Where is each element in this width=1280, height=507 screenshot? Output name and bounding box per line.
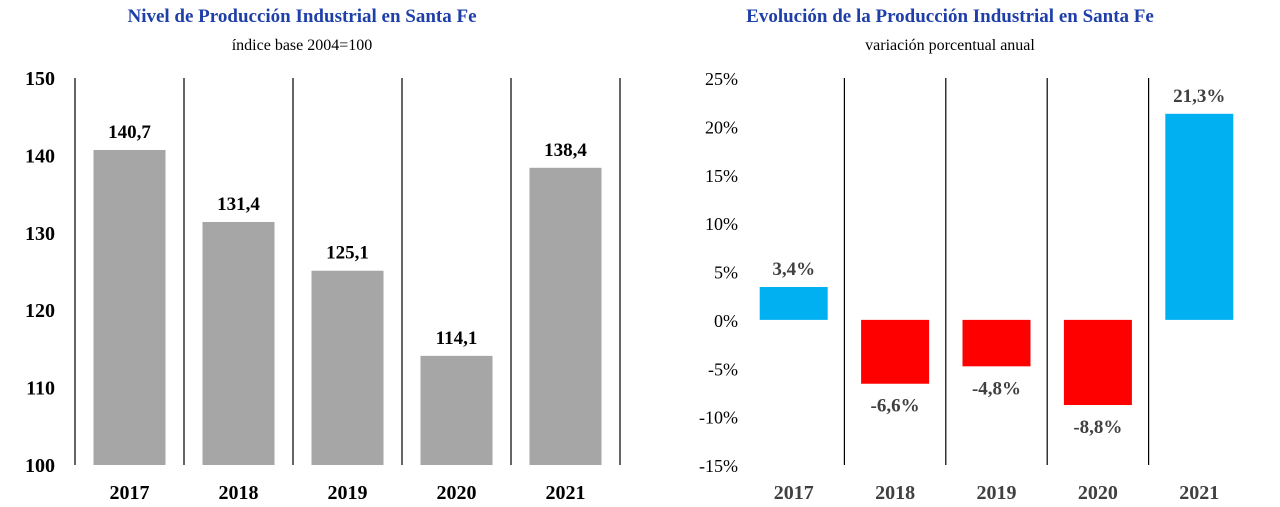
x-tick-label: 2017: [110, 482, 150, 504]
y-tick-label: 120: [25, 300, 55, 322]
bar-2020: [1063, 319, 1132, 406]
y-tick-label: -5%: [708, 359, 738, 379]
x-tick-label: 2018: [219, 482, 259, 504]
left-chart-plot: 100 110 120 130 140 150 140,7 2017 131,4 2018 125,…: [25, 68, 621, 504]
right-chart-panel: Evolución de la Producción Industrial en…: [640, 0, 1280, 507]
data-label-2021: 21,3%: [1173, 86, 1225, 107]
y-tick-label: -15%: [699, 456, 738, 476]
y-tick-label: 130: [25, 223, 55, 245]
y-tick-label: 25%: [705, 69, 738, 89]
bar-2021: [529, 167, 602, 465]
data-label-2019: -4,8%: [972, 378, 1021, 399]
y-tick-label: 10%: [705, 214, 738, 234]
data-label-2021: 138,4: [544, 140, 587, 161]
y-tick-label: 15%: [705, 166, 738, 186]
x-tick-label: 2019: [977, 482, 1017, 504]
y-tick-label: -10%: [699, 408, 738, 428]
data-label-2017: 140,7: [108, 122, 151, 143]
y-tick-label: 0%: [714, 311, 738, 331]
y-tick-label: 100: [25, 455, 55, 477]
right-chart-title: Evolución de la Producción Industrial en…: [746, 6, 1154, 27]
y-tick-label: 140: [25, 145, 55, 167]
left-chart-subtitle: índice base 2004=100: [231, 37, 373, 54]
y-tick-label: 5%: [714, 263, 738, 283]
left-chart-title: Nivel de Producción Industrial en Santa …: [127, 6, 477, 27]
data-label-2018: -6,6%: [871, 396, 920, 417]
x-tick-label: 2020: [1078, 482, 1118, 504]
bar-2017: [759, 286, 828, 320]
bar-2019: [311, 270, 384, 465]
y-tick-label: 110: [26, 378, 55, 400]
x-tick-label: 2021: [546, 482, 586, 504]
data-label-2020: -8,8%: [1073, 417, 1122, 438]
x-tick-label: 2018: [875, 482, 915, 504]
y-tick-label: 20%: [705, 117, 738, 137]
bar-2020: [420, 355, 493, 465]
bar-2018: [202, 221, 275, 465]
x-tick-label: 2019: [328, 482, 368, 504]
data-label-2017: 3,4%: [772, 259, 815, 280]
x-tick-label: 2020: [437, 482, 477, 504]
bar-2021: [1165, 113, 1234, 320]
y-tick-label: 150: [25, 68, 55, 90]
data-label-2020: 114,1: [436, 328, 478, 349]
right-chart-plot: -15% -10% -5% 0% 5% 10% 15% 20% 25% 3,4% 2017 -6,6%…: [699, 69, 1234, 504]
bar-2018: [861, 319, 930, 384]
x-tick-label: 2017: [774, 482, 814, 504]
data-label-2019: 125,1: [326, 243, 369, 264]
bar-2017: [93, 149, 166, 465]
data-label-2018: 131,4: [217, 194, 260, 215]
right-chart-subtitle: variación porcentual anual: [865, 37, 1035, 54]
bar-2019: [962, 319, 1031, 367]
left-chart-panel: Nivel de Producción Industrial en Santa …: [25, 6, 621, 504]
x-tick-label: 2021: [1179, 482, 1219, 504]
